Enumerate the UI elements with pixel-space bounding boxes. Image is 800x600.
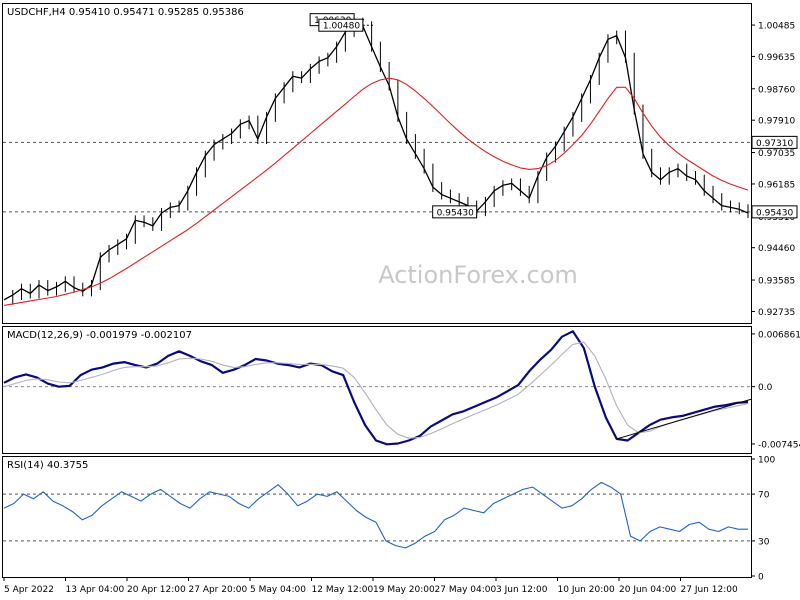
x-tick-label: 27 May 04:00: [435, 585, 497, 595]
x-tick-label: 20 Apr 12:00: [127, 585, 186, 595]
x-tick-label: 5 May 04:00: [250, 585, 306, 595]
y-tick-label: -0.007454: [758, 440, 800, 450]
y-tick-label: 0.97910: [758, 117, 795, 127]
series-line-moving-average: [3, 77, 749, 306]
x-tick-label: 27 Jun 12:00: [681, 585, 738, 595]
price-layer: 1.00485 0.99635 0.98760 0.97910 0.97035 0.961…: [3, 13, 798, 318]
level-tag-label: 0.97310: [756, 139, 793, 149]
series-line-macd: [3, 330, 749, 446]
watermark: ActionForex.com: [378, 261, 578, 289]
price-panel-title: USDCHF,H4 0.95410 0.95471 0.95285 0.9538…: [7, 7, 244, 18]
x-tick-label: 13 Apr 04:00: [66, 585, 125, 595]
y-tick-label: 0.006861: [758, 330, 800, 340]
rsi-panel-frame: [2, 456, 752, 578]
macd-layer: 0.006861 0.0 -0.007454: [3, 330, 800, 450]
level-tag-box: [751, 205, 798, 219]
y-tick-label: 0.99635: [758, 53, 795, 63]
y-tick-label: 0: [758, 573, 764, 583]
y-tick-label: 70: [758, 491, 770, 501]
y-tick-label: 0.96185: [758, 180, 795, 190]
macd-panel-frame: [2, 326, 752, 454]
y-tick-label: 0.98760: [758, 85, 795, 95]
price-annotation-label: 1.00480: [323, 22, 360, 32]
y-tick-label: 30: [758, 537, 770, 547]
y-tick-label: 100: [758, 456, 775, 466]
series-line-price: [3, 21, 749, 301]
x-tick-label: 10 Jun 20:00: [558, 585, 615, 595]
level-tag-box: [751, 135, 798, 149]
x-tick-label: 3 Jun 12:00: [496, 585, 548, 595]
level-tag-label: 0.95430: [756, 208, 793, 218]
rsi-panel-title: RSI(14) 40.3755: [7, 460, 88, 471]
x-tick-label: 20 Jun 04:00: [619, 585, 676, 595]
x-tick-label: 12 May 12:00: [312, 585, 374, 595]
y-tick-label: 1.00485: [758, 22, 795, 32]
x-tick-label: 27 Apr 20:00: [189, 585, 248, 595]
x-tick-label: 5 Apr 2022: [4, 585, 54, 595]
price-annotation-label: 0.95430: [437, 208, 474, 218]
series-line-signal: [3, 341, 749, 439]
y-tick-label: 0.94460: [758, 244, 795, 254]
macd-trendline: [616, 398, 753, 440]
series-line-rsi: [3, 481, 748, 549]
macd-panel-title: MACD(12,26,9) -0.001979 -0.002107: [7, 330, 192, 341]
x-axis: 5 Apr 2022 13 Apr 04:00 20 Apr 12:00 27 Apr…: [3, 577, 738, 595]
y-tick-label: 0.0: [758, 383, 773, 393]
rsi-layer: 100 70 30 0: [3, 456, 775, 583]
price-panel-frame: [2, 3, 752, 324]
y-tick-label: 0.92735: [758, 308, 795, 318]
y-tick-label: 0.97035: [758, 149, 795, 159]
x-tick-label: 19 May 20:00: [373, 585, 435, 595]
y-tick-label: 0.93585: [758, 277, 795, 287]
